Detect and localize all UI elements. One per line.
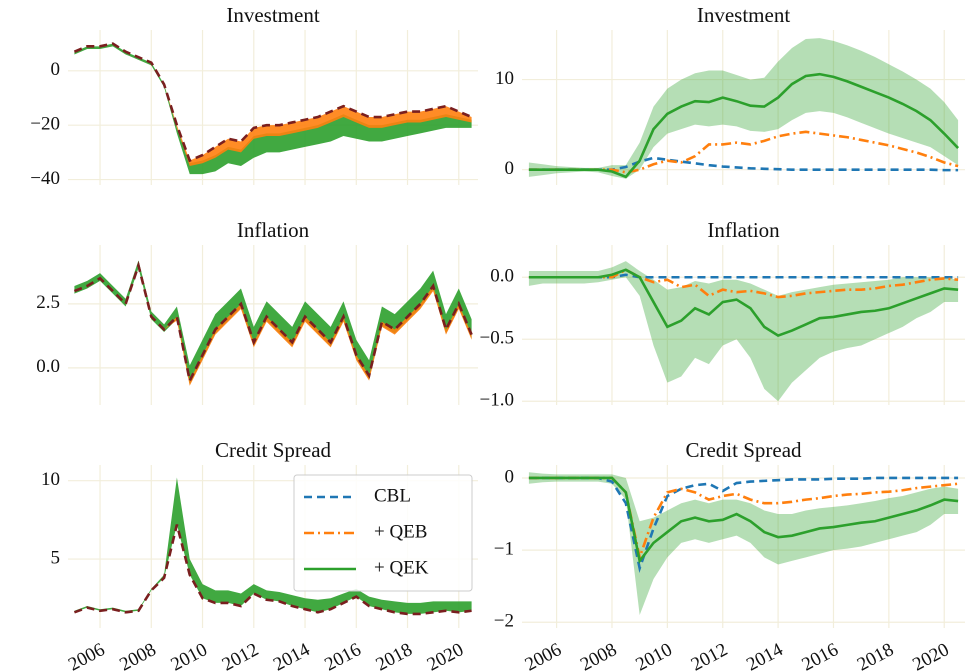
- y-tick-label: −40: [30, 168, 60, 189]
- y-tick-label: 0.0: [490, 266, 514, 287]
- x-tick-label: 2020: [424, 639, 467, 672]
- x-tick-label: 2018: [372, 639, 415, 672]
- subplot-title: Inflation: [707, 218, 780, 242]
- subplot-title: Investment: [226, 3, 319, 27]
- legend-box: [293, 474, 473, 592]
- y-tick-label: −1.0: [480, 390, 514, 411]
- legend: CBL + QEB + QEK: [293, 474, 473, 592]
- y-tick-label: 2.5: [36, 292, 60, 313]
- x-tick-label: 2012: [688, 639, 731, 672]
- y-tick-label: 5: [51, 547, 61, 568]
- y-tick-label: −1: [494, 538, 514, 559]
- subplot-title: Credit Spread: [685, 438, 802, 462]
- subplot: Credit Spread 2006 2008 2010 2012 2014 2016 201…: [41, 438, 478, 672]
- y-tick-label: 0: [505, 466, 515, 487]
- subplot: Inflation 0.0 2.5: [36, 218, 478, 405]
- x-tick-label: 2018: [854, 639, 897, 672]
- line: [73, 42, 473, 163]
- x-tick-label: 2016: [798, 639, 841, 672]
- legend-label: CBL: [374, 485, 411, 506]
- x-tick-label: 2012: [219, 639, 262, 672]
- line: [73, 524, 472, 616]
- y-tick-label: −0.5: [480, 328, 514, 349]
- x-tick-label: 2016: [321, 639, 364, 672]
- band: [74, 265, 472, 386]
- subplot: Inflation 0.0 −0.5 −1.0: [480, 218, 965, 411]
- y-tick-label: 10: [495, 68, 514, 89]
- subplot-title: Inflation: [237, 218, 310, 242]
- subplot: Investment 0 10: [495, 3, 965, 185]
- subplot: Credit Spread 2006 2008 2010 2012 2014 2016 201…: [494, 438, 965, 672]
- y-tick-label: 0: [505, 158, 515, 179]
- y-tick-label: −20: [30, 114, 60, 135]
- x-tick-label: 2008: [577, 639, 620, 672]
- x-tick-label: 2020: [909, 639, 952, 672]
- line: [528, 268, 959, 337]
- x-tick-label: 2014: [270, 639, 314, 672]
- y-tick-label: 0: [51, 59, 61, 80]
- band: [74, 477, 472, 614]
- y-tick-label: −2: [494, 611, 514, 632]
- band: [528, 261, 959, 402]
- x-tick-label: 2006: [65, 639, 108, 672]
- subplot: Investment 0 −20 −40: [30, 3, 478, 189]
- legend-label: + QEK: [374, 557, 429, 578]
- band: [528, 472, 959, 616]
- line: [528, 268, 959, 299]
- subplot-title: Investment: [697, 3, 790, 27]
- y-tick-label: 0.0: [36, 356, 60, 377]
- line: [528, 476, 959, 563]
- line: [73, 260, 473, 385]
- y-tick-label: 10: [41, 469, 60, 490]
- line: [528, 72, 960, 179]
- line: [528, 130, 959, 174]
- band: [74, 43, 472, 175]
- line: [528, 476, 959, 564]
- subplot-title: Credit Spread: [215, 438, 332, 462]
- x-tick-label: 2006: [522, 639, 565, 672]
- band: [528, 38, 959, 179]
- x-tick-label: 2014: [743, 639, 787, 672]
- x-tick-label: 2008: [116, 639, 159, 672]
- x-tick-label: 2010: [167, 639, 210, 672]
- x-tick-label: 2010: [632, 639, 675, 672]
- legend-label: + QEB: [374, 521, 427, 542]
